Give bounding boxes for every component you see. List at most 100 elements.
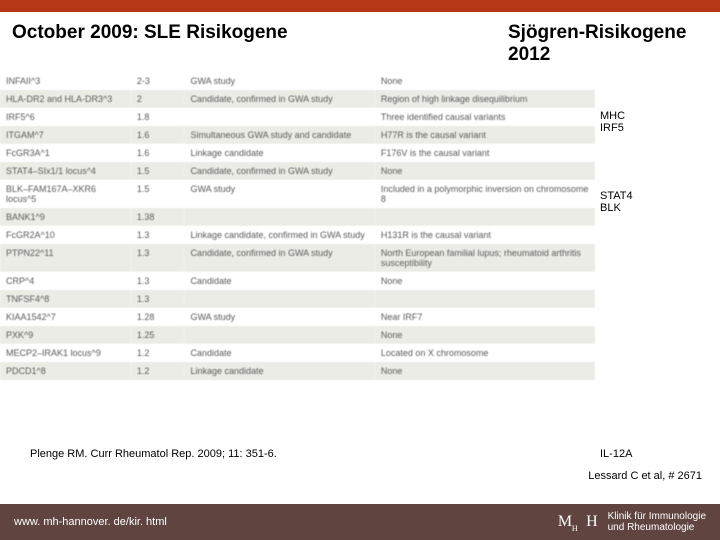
- table-zone: INFAII^32-3GWA studyNoneHLA-DR2 and HLA-…: [0, 72, 720, 442]
- table-cell: 1.8: [131, 108, 185, 126]
- klinik-text: Klinik für Immunologie und Rheumatologie: [608, 511, 706, 533]
- footer-right: MH H Klinik für Immunologie und Rheumato…: [558, 511, 706, 533]
- table-cell: Located on X chromosome: [375, 344, 595, 362]
- table-row: IRF5^61.8Three identified causal variant…: [0, 108, 595, 126]
- table-cell: 1.28: [131, 308, 185, 326]
- table-cell: [184, 108, 374, 126]
- table-row: PXK^91.25 None: [0, 326, 595, 344]
- table-cell: ITGAM^7: [0, 126, 131, 144]
- table-row: INFAII^32-3GWA studyNone: [0, 72, 595, 90]
- footer-url: www. mh-hannover. de/kir. html: [14, 516, 558, 528]
- top-accent-bar: [0, 0, 720, 12]
- table-cell: 1.5: [131, 180, 185, 208]
- table-cell: Candidate: [184, 344, 374, 362]
- table-cell: 1.6: [131, 144, 185, 162]
- table-cell: 1.38: [131, 208, 185, 226]
- table-cell: None: [375, 362, 595, 380]
- table-cell: 2: [131, 90, 185, 108]
- title-right-line2: 2012: [508, 44, 550, 65]
- table-cell: 1.3: [131, 272, 185, 290]
- table-row: HLA-DR2 and HLA-DR3^32Candidate, confirm…: [0, 90, 595, 108]
- note-group-2: STAT4BLK: [600, 190, 633, 215]
- table-cell: PXK^9: [0, 326, 131, 344]
- table-cell: INFAII^3: [0, 72, 131, 90]
- table-cell: [184, 290, 374, 308]
- header: October 2009: SLE Risikogene Sjögren-Ris…: [0, 12, 720, 72]
- table-cell: KIAA1542^7: [0, 308, 131, 326]
- mhh-logo: MH H: [558, 513, 600, 531]
- table-cell: F176V is the causal variant: [375, 144, 595, 162]
- table-cell: None: [375, 162, 595, 180]
- table-cell: 2-3: [131, 72, 185, 90]
- table-row: KIAA1542^71.28GWA studyNear IRF7: [0, 308, 595, 326]
- table-cell: FcGR2A^10: [0, 226, 131, 244]
- title-right-line1: Sjögren-Risikogene: [508, 22, 686, 43]
- table-row: PDCD1^81.2Linkage candidateNone: [0, 362, 595, 380]
- note-line: MHC: [600, 110, 625, 123]
- footer: www. mh-hannover. de/kir. html MH H Klin…: [0, 504, 720, 540]
- table-cell: GWA study: [184, 180, 374, 208]
- table-cell: 1.6: [131, 126, 185, 144]
- table-cell: GWA study: [184, 308, 374, 326]
- table-cell: STAT4–SIx1/1 locus^4: [0, 162, 131, 180]
- table-row: CRP^41.3CandidateNone: [0, 272, 595, 290]
- table-cell: None: [375, 326, 595, 344]
- klinik-line1: Klinik für Immunologie: [608, 511, 706, 522]
- title-right: Sjögren-Risikogene 2012: [508, 22, 708, 66]
- logo-h1: H: [572, 524, 580, 533]
- table-cell: Linkage candidate, confirmed in GWA stud…: [184, 226, 374, 244]
- note-group-1: MHCIRF5: [600, 110, 625, 135]
- table-cell: CRP^4: [0, 272, 131, 290]
- note-line: STAT4: [600, 190, 633, 203]
- table-cell: [184, 326, 374, 344]
- table-cell: FcGR3A^1: [0, 144, 131, 162]
- citations: Plenge RM. Curr Rheumatol Rep. 2009; 11:…: [0, 442, 720, 460]
- table-row: MECP2–IRAK1 locus^91.2CandidateLocated o…: [0, 344, 595, 362]
- table-cell: 1.2: [131, 344, 185, 362]
- table-cell: 1.3: [131, 244, 185, 272]
- table-cell: Candidate, confirmed in GWA study: [184, 244, 374, 272]
- table-cell: None: [375, 72, 595, 90]
- table-row: BLK–FAM167A–XKR6 locus^51.5GWA studyIncl…: [0, 180, 595, 208]
- table-row: FcGR3A^11.6Linkage candidateF176V is the…: [0, 144, 595, 162]
- table-cell: Region of high linkage disequilibrium: [375, 90, 595, 108]
- table-cell: GWA study: [184, 72, 374, 90]
- table-cell: None: [375, 272, 595, 290]
- table-cell: Candidate, confirmed in GWA study: [184, 162, 374, 180]
- il12a-label: IL-12A: [600, 448, 632, 460]
- table-row: PTPN22^111.3Candidate, confirmed in GWA …: [0, 244, 595, 272]
- klinik-line2: und Rheumatologie: [608, 522, 695, 533]
- table-row: FcGR2A^101.3Linkage candidate, confirmed…: [0, 226, 595, 244]
- table-cell: 1.3: [131, 290, 185, 308]
- table-cell: Linkage candidate: [184, 144, 374, 162]
- table-cell: BANK1^9: [0, 208, 131, 226]
- table-row: TNFSF4^81.3: [0, 290, 595, 308]
- table-row: ITGAM^71.6Simultaneous GWA study and can…: [0, 126, 595, 144]
- table-cell: H131R is the causal variant: [375, 226, 595, 244]
- citation-right: Lessard C et al, # 2671: [588, 470, 702, 482]
- table-cell: Included in a polymorphic inversion on c…: [375, 180, 595, 208]
- table-cell: Simultaneous GWA study and candidate: [184, 126, 374, 144]
- table-cell: MECP2–IRAK1 locus^9: [0, 344, 131, 362]
- table-cell: 1.2: [131, 362, 185, 380]
- table-cell: BLK–FAM167A–XKR6 locus^5: [0, 180, 131, 208]
- table-cell: Candidate, confirmed in GWA study: [184, 90, 374, 108]
- table-cell: IRF5^6: [0, 108, 131, 126]
- table-cell: North European familial lupus; rheumatoi…: [375, 244, 595, 272]
- table-cell: 1.5: [131, 162, 185, 180]
- table-cell: 1.25: [131, 326, 185, 344]
- table-cell: Near IRF7: [375, 308, 595, 326]
- table-cell: TNFSF4^8: [0, 290, 131, 308]
- logo-h2: H: [586, 513, 600, 530]
- table-cell: [375, 208, 595, 226]
- table-cell: Linkage candidate: [184, 362, 374, 380]
- title-left: October 2009: SLE Risikogene: [12, 22, 508, 44]
- note-line: IRF5: [600, 122, 625, 135]
- table-cell: HLA-DR2 and HLA-DR3^3: [0, 90, 131, 108]
- table-row: BANK1^91.38: [0, 208, 595, 226]
- note-line: BLK: [600, 202, 633, 215]
- table-cell: H77R is the causal variant: [375, 126, 595, 144]
- table-row: STAT4–SIx1/1 locus^41.5Candidate, confir…: [0, 162, 595, 180]
- table-cell: 1.3: [131, 226, 185, 244]
- table-cell: [375, 290, 595, 308]
